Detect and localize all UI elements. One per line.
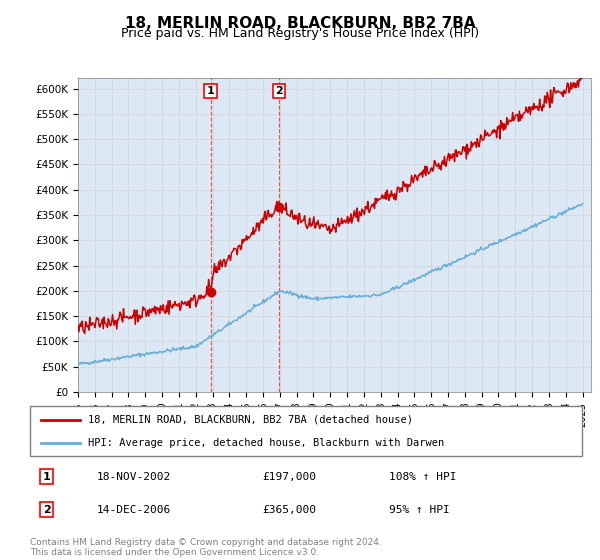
Text: 1: 1 bbox=[206, 86, 214, 96]
Text: 18, MERLIN ROAD, BLACKBURN, BB2 7BA: 18, MERLIN ROAD, BLACKBURN, BB2 7BA bbox=[125, 16, 475, 31]
Text: HPI: Average price, detached house, Blackburn with Darwen: HPI: Average price, detached house, Blac… bbox=[88, 438, 444, 448]
Text: 1: 1 bbox=[43, 472, 50, 482]
Text: Price paid vs. HM Land Registry's House Price Index (HPI): Price paid vs. HM Land Registry's House … bbox=[121, 27, 479, 40]
Text: £365,000: £365,000 bbox=[262, 505, 316, 515]
Text: 18-NOV-2002: 18-NOV-2002 bbox=[96, 472, 170, 482]
Text: 18, MERLIN ROAD, BLACKBURN, BB2 7BA (detached house): 18, MERLIN ROAD, BLACKBURN, BB2 7BA (det… bbox=[88, 414, 413, 424]
Text: 108% ↑ HPI: 108% ↑ HPI bbox=[389, 472, 457, 482]
FancyBboxPatch shape bbox=[30, 406, 582, 456]
Text: Contains HM Land Registry data © Crown copyright and database right 2024.
This d: Contains HM Land Registry data © Crown c… bbox=[30, 538, 382, 557]
Text: £197,000: £197,000 bbox=[262, 472, 316, 482]
Text: 2: 2 bbox=[43, 505, 50, 515]
Text: 95% ↑ HPI: 95% ↑ HPI bbox=[389, 505, 449, 515]
Text: 14-DEC-2006: 14-DEC-2006 bbox=[96, 505, 170, 515]
Text: 2: 2 bbox=[275, 86, 283, 96]
